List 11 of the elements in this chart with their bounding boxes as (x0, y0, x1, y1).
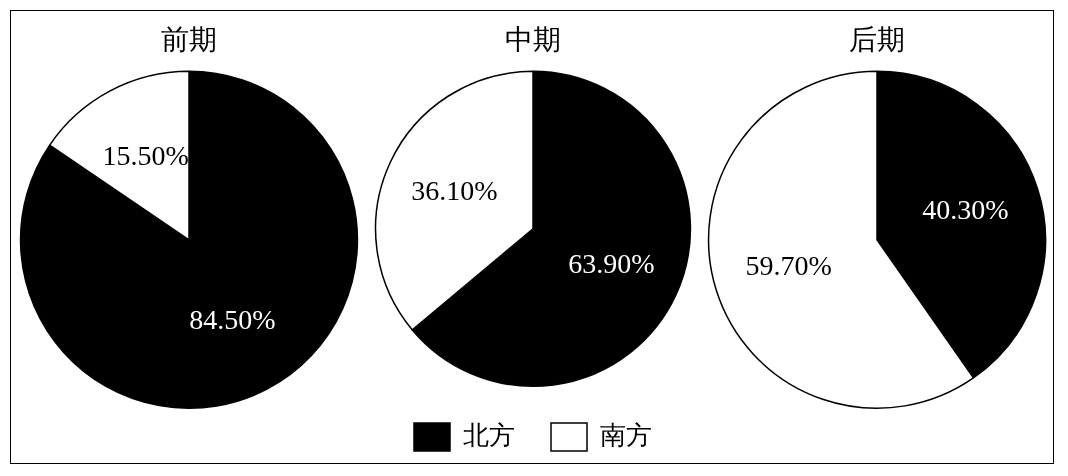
chart-title: 中期 (505, 23, 561, 57)
chart-title: 后期 (849, 23, 905, 57)
data-label: 15.50% (102, 140, 189, 172)
data-label: 36.10% (411, 174, 498, 206)
data-label: 63.90% (568, 247, 655, 279)
legend-label: 南方 (600, 419, 652, 450)
chart-title: 前期 (161, 23, 217, 57)
data-label: 84.50% (189, 304, 276, 336)
data-label: 59.70% (745, 249, 832, 281)
data-label: 40.30% (922, 194, 1009, 226)
legend-label: 北方 (463, 419, 515, 450)
